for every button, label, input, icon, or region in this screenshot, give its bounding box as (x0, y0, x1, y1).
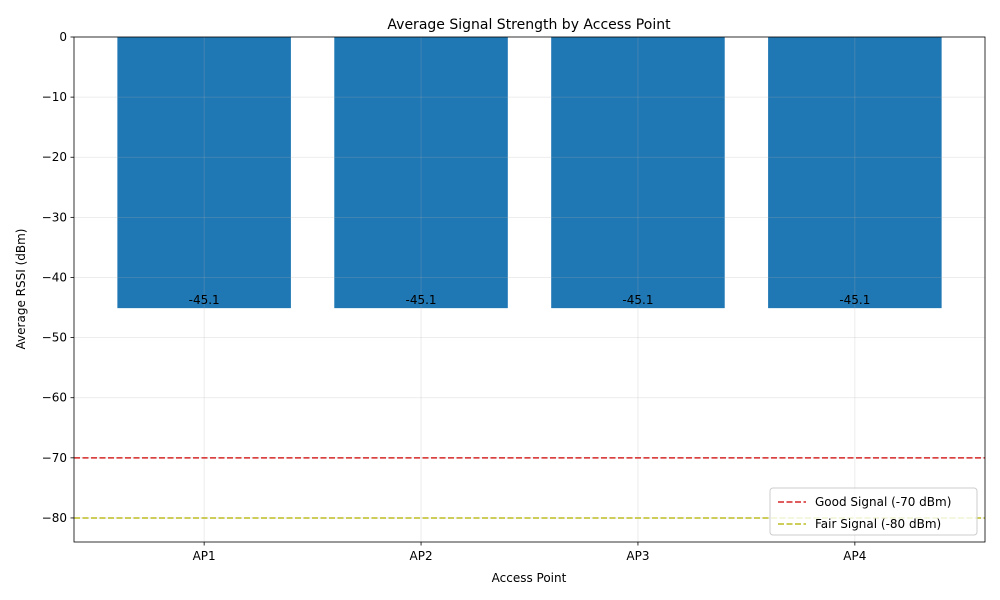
data-label-ap2: -45.1 (406, 293, 437, 307)
x-axis-label: Access Point (492, 571, 567, 585)
y-tick-label: −70 (42, 451, 67, 465)
y-tick-label: 0 (59, 30, 67, 44)
bar-ap4 (768, 37, 942, 309)
data-label-ap3: -45.1 (622, 293, 653, 307)
legend-label-1: Fair Signal (-80 dBm) (815, 517, 941, 531)
bar-ap3 (551, 37, 725, 309)
legend-box (769, 487, 978, 536)
y-tick-label: −50 (42, 331, 67, 345)
x-tick-label-ap3: AP3 (626, 549, 649, 563)
legend-label-0: Good Signal (-70 dBm) (815, 495, 951, 509)
x-tick-label-ap1: AP1 (193, 549, 216, 563)
y-tick-label: −40 (42, 270, 67, 284)
y-tick-label: −60 (42, 391, 67, 405)
y-tick-label: −20 (42, 150, 67, 164)
axes-frame (73, 36, 986, 543)
data-label-ap1: -45.1 (189, 293, 220, 307)
x-tick-label-ap2: AP2 (410, 549, 433, 563)
y-tick-label: −80 (42, 511, 67, 525)
plot-area: -45.1 -45.1 -45.1 -45.1 0 −10 −20 −30 −40 −50 −60 −… (42, 30, 986, 563)
bar-ap1 (117, 37, 291, 309)
y-tick-label: −30 (42, 210, 67, 224)
y-tick-label: −10 (42, 90, 67, 104)
data-label-ap4: -45.1 (839, 293, 870, 307)
x-tick-label-ap4: AP4 (843, 549, 866, 563)
chart-title: Average Signal Strength by Access Point (387, 17, 671, 33)
y-axis-label: Average RSSI (dBm) (14, 229, 28, 350)
bar-ap2 (334, 37, 508, 309)
